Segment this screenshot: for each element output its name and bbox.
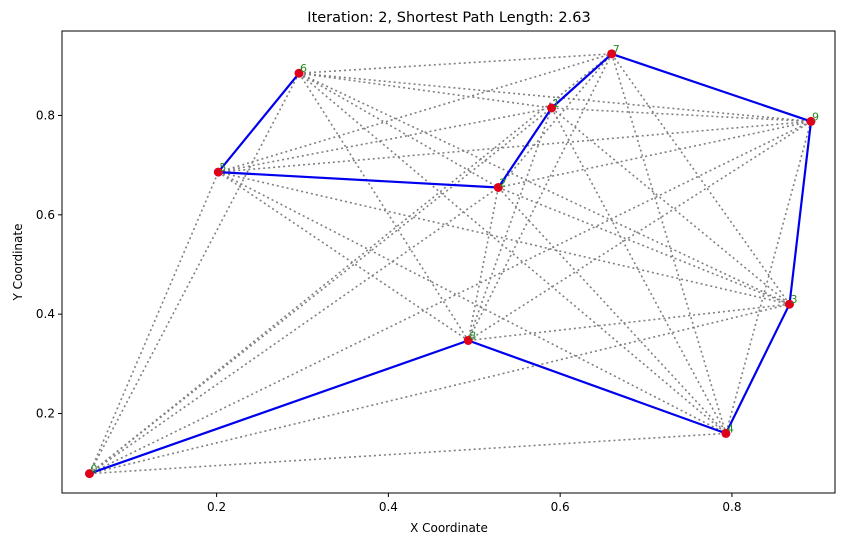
x-tick-label: 0.8 bbox=[722, 500, 741, 514]
points-layer bbox=[85, 49, 815, 478]
y-tick-label: 0.6 bbox=[36, 208, 55, 222]
y-tick-label: 0.2 bbox=[36, 407, 55, 421]
point-label-8: 8 bbox=[469, 329, 476, 342]
point-label-2: 2 bbox=[499, 176, 506, 189]
edge-0-9 bbox=[89, 121, 810, 473]
point-label-0: 0 bbox=[90, 463, 97, 476]
y-tick-label: 0.8 bbox=[36, 108, 55, 122]
point-label-7: 7 bbox=[613, 43, 620, 56]
edge-5-8 bbox=[218, 172, 468, 340]
edge-7-4 bbox=[612, 54, 726, 434]
point-label-4: 4 bbox=[727, 422, 734, 435]
point-label-1: 1 bbox=[553, 97, 560, 110]
point-label-5: 5 bbox=[219, 161, 226, 174]
edge-3-8 bbox=[468, 304, 789, 340]
edge-6-8 bbox=[299, 73, 468, 340]
edge-6-2 bbox=[299, 73, 498, 187]
edge-2-8 bbox=[468, 187, 498, 340]
edge-0-5 bbox=[89, 172, 218, 474]
y-tick-label: 0.4 bbox=[36, 307, 55, 321]
edge-2-3 bbox=[498, 187, 789, 304]
edge-7-3 bbox=[612, 54, 790, 304]
edge-2-4 bbox=[498, 187, 726, 433]
edges-layer bbox=[89, 54, 810, 474]
chart-title: Iteration: 2, Shortest Path Length: 2.63 bbox=[307, 10, 590, 26]
edge-0-1 bbox=[89, 108, 551, 474]
x-tick-label: 0.6 bbox=[551, 500, 570, 514]
y-axis-label: Y Coordinate bbox=[11, 224, 25, 302]
edge-1-9 bbox=[552, 108, 811, 121]
edge-5-3 bbox=[218, 172, 789, 304]
edge-5-7 bbox=[218, 54, 611, 172]
edge-0-6 bbox=[89, 73, 299, 473]
point-label-6: 6 bbox=[300, 62, 307, 75]
edge-5-4 bbox=[218, 172, 726, 433]
x-tick-label: 0.2 bbox=[207, 500, 226, 514]
edge-1-3 bbox=[552, 108, 790, 304]
edge-6-7 bbox=[299, 54, 612, 73]
point-label-3: 3 bbox=[790, 293, 797, 306]
edge-0-3 bbox=[89, 304, 789, 473]
point-labels-layer: 1 2 3 4 5 6 7 8 9 0 bbox=[90, 43, 818, 476]
x-tick-label: 0.4 bbox=[379, 500, 398, 514]
x-axis-ticks: 0.2 0.4 0.6 0.8 bbox=[207, 493, 741, 514]
tour-path-2 bbox=[218, 73, 551, 187]
y-axis-ticks: 0.2 0.4 0.6 0.8 bbox=[36, 108, 62, 420]
edge-7-8 bbox=[468, 54, 611, 341]
chart: Iteration: 2, Shortest Path Length: 2.63… bbox=[0, 0, 846, 545]
plot-frame bbox=[62, 31, 835, 493]
edge-2-9 bbox=[498, 121, 811, 187]
edge-5-1 bbox=[218, 108, 551, 172]
x-axis-label: X Coordinate bbox=[410, 521, 488, 535]
point-label-9: 9 bbox=[812, 110, 819, 123]
edge-1-8 bbox=[468, 108, 551, 340]
edge-0-7 bbox=[89, 54, 611, 474]
